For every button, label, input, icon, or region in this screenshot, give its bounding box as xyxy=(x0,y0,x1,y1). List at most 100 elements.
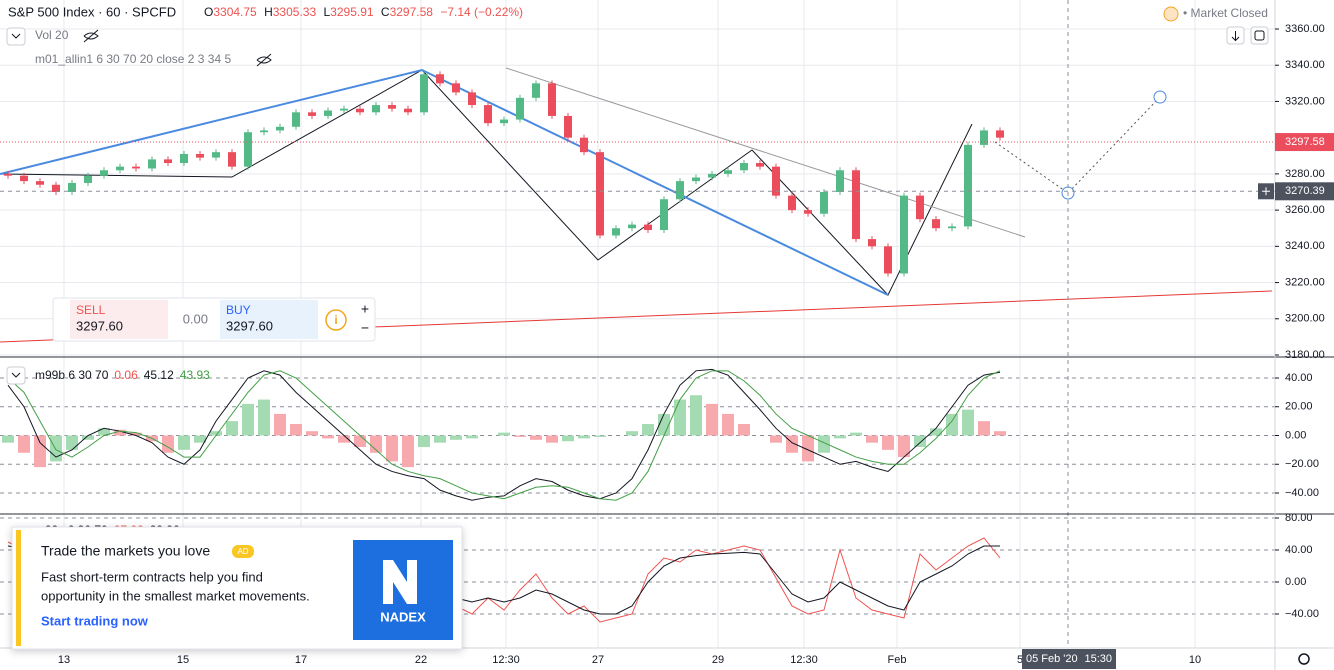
histogram-bar xyxy=(418,435,430,447)
minus-button[interactable]: − xyxy=(361,320,369,336)
hide-icon[interactable] xyxy=(256,53,272,67)
ad-popup: Trade the markets you love AD Fast short… xyxy=(11,526,463,650)
crosshair-price-box xyxy=(1275,182,1334,201)
candle-body xyxy=(404,108,412,113)
candle-body xyxy=(420,74,428,113)
candle-body xyxy=(276,126,284,131)
projection-point[interactable] xyxy=(1153,90,1167,104)
histogram-bar xyxy=(66,435,78,450)
settings-button[interactable] xyxy=(1298,653,1310,665)
x-tick-label: 15 xyxy=(177,654,189,666)
candle-body xyxy=(196,153,204,158)
collapse-button[interactable] xyxy=(6,27,26,46)
crosshair-time-box xyxy=(1022,649,1116,669)
candle-body xyxy=(660,199,668,231)
candle-body xyxy=(724,170,732,174)
plus-icon xyxy=(1262,187,1270,196)
ohlc-value: 3304.75 xyxy=(213,5,257,19)
change: −7.14 (−0.22%) xyxy=(440,5,523,19)
histogram-bar xyxy=(818,435,830,453)
x-tick-label: 17 xyxy=(295,654,307,666)
x-tick-label: 27 xyxy=(592,654,604,666)
candle-body xyxy=(212,152,220,158)
candle-body xyxy=(228,152,236,167)
info-button[interactable] xyxy=(325,309,347,331)
histogram-bar xyxy=(882,435,894,450)
candle-body xyxy=(612,228,620,236)
overlay-indicator: m01_allin1 6 30 70 20 close 2 3 34 5 xyxy=(35,52,231,66)
spread: 0.00 xyxy=(183,311,208,326)
candle-body xyxy=(340,108,348,111)
oscillator-line xyxy=(7,370,1001,501)
plus-button[interactable]: + xyxy=(361,301,369,317)
collapse-button[interactable] xyxy=(6,366,26,385)
ohlc-label: C xyxy=(381,5,390,19)
histogram-bar xyxy=(866,435,878,443)
x-tick-label: 13 xyxy=(58,654,70,666)
histogram-bar xyxy=(962,409,974,436)
ad-badge xyxy=(232,545,254,558)
candle-body xyxy=(596,152,604,236)
x-tick-label: 22 xyxy=(415,654,427,666)
ad-body: opportunity in the smallest market movem… xyxy=(41,588,310,603)
osc1-reading: 0.06 xyxy=(114,368,138,382)
x-tick-label: 12:30 xyxy=(790,654,818,666)
collapse-icon xyxy=(11,372,21,378)
hide-icon[interactable] xyxy=(83,29,99,43)
x-tick-label: 10 xyxy=(1189,654,1201,666)
candle-body xyxy=(132,166,140,169)
x-tick-label: 5 xyxy=(1017,654,1023,666)
histogram-bar xyxy=(242,403,254,436)
y-tick-label: 3220.00 xyxy=(1285,276,1325,288)
y-tick-label: 0.00 xyxy=(1285,429,1306,441)
market-status-text: Market Closed xyxy=(1191,6,1268,20)
sell-button[interactable] xyxy=(70,300,168,339)
candle-body xyxy=(788,195,796,211)
histogram-bar xyxy=(258,399,270,436)
candle-body xyxy=(452,83,460,93)
trade-widget: SELL 3297.60 0.00 BUY 3297.60 i + − xyxy=(52,297,376,342)
candle-body xyxy=(628,224,636,229)
y-tick-label: 0.00 xyxy=(1285,576,1306,588)
oscillator-line xyxy=(7,368,1001,501)
candle-body xyxy=(180,153,188,164)
histogram-bar xyxy=(562,435,574,442)
osc1-reading: 45.12 xyxy=(144,368,174,382)
info-icon: i xyxy=(334,313,337,327)
histogram-bar xyxy=(306,431,318,436)
x-tick-label: Feb xyxy=(888,654,907,666)
buy-label: BUY xyxy=(226,303,251,317)
ohlc-value: 3297.58 xyxy=(390,5,434,19)
candle-body xyxy=(548,83,556,116)
ad-title: Trade the markets you love xyxy=(41,543,210,559)
buy-button[interactable] xyxy=(220,300,318,339)
volume-indicator: Vol 20 xyxy=(35,28,69,42)
histogram-bar xyxy=(594,435,606,437)
candle-body xyxy=(516,97,524,120)
osc1-reading: 43.93 xyxy=(180,368,210,382)
fullscreen-icon xyxy=(1254,30,1265,41)
candle-body xyxy=(564,115,572,138)
candle-body xyxy=(4,173,12,176)
crosshair-date: 05 Feb '20 xyxy=(1026,653,1078,665)
candle-body xyxy=(740,163,748,171)
candle-body xyxy=(948,226,956,229)
histogram-bar xyxy=(770,435,782,443)
candle-body xyxy=(964,144,972,227)
candle-body xyxy=(484,105,492,124)
collapse-icon xyxy=(11,33,21,39)
trend-channel xyxy=(0,68,889,296)
ohlc-label: H xyxy=(264,5,273,19)
histogram-bar xyxy=(706,403,718,436)
candle-body xyxy=(372,105,380,113)
candle-body xyxy=(20,175,28,182)
candle-body xyxy=(356,108,364,113)
ad-link[interactable]: Start trading now xyxy=(41,613,149,628)
histogram-bar xyxy=(194,435,206,443)
fullscreen-button[interactable] xyxy=(1250,26,1269,45)
histogram-bar xyxy=(114,429,126,436)
y-tick-label: 3180.00 xyxy=(1285,349,1325,361)
buy-price: 3297.60 xyxy=(226,318,273,333)
y-tick-label: 3320.00 xyxy=(1285,95,1325,107)
market-status: • Market Closed xyxy=(1183,6,1268,20)
